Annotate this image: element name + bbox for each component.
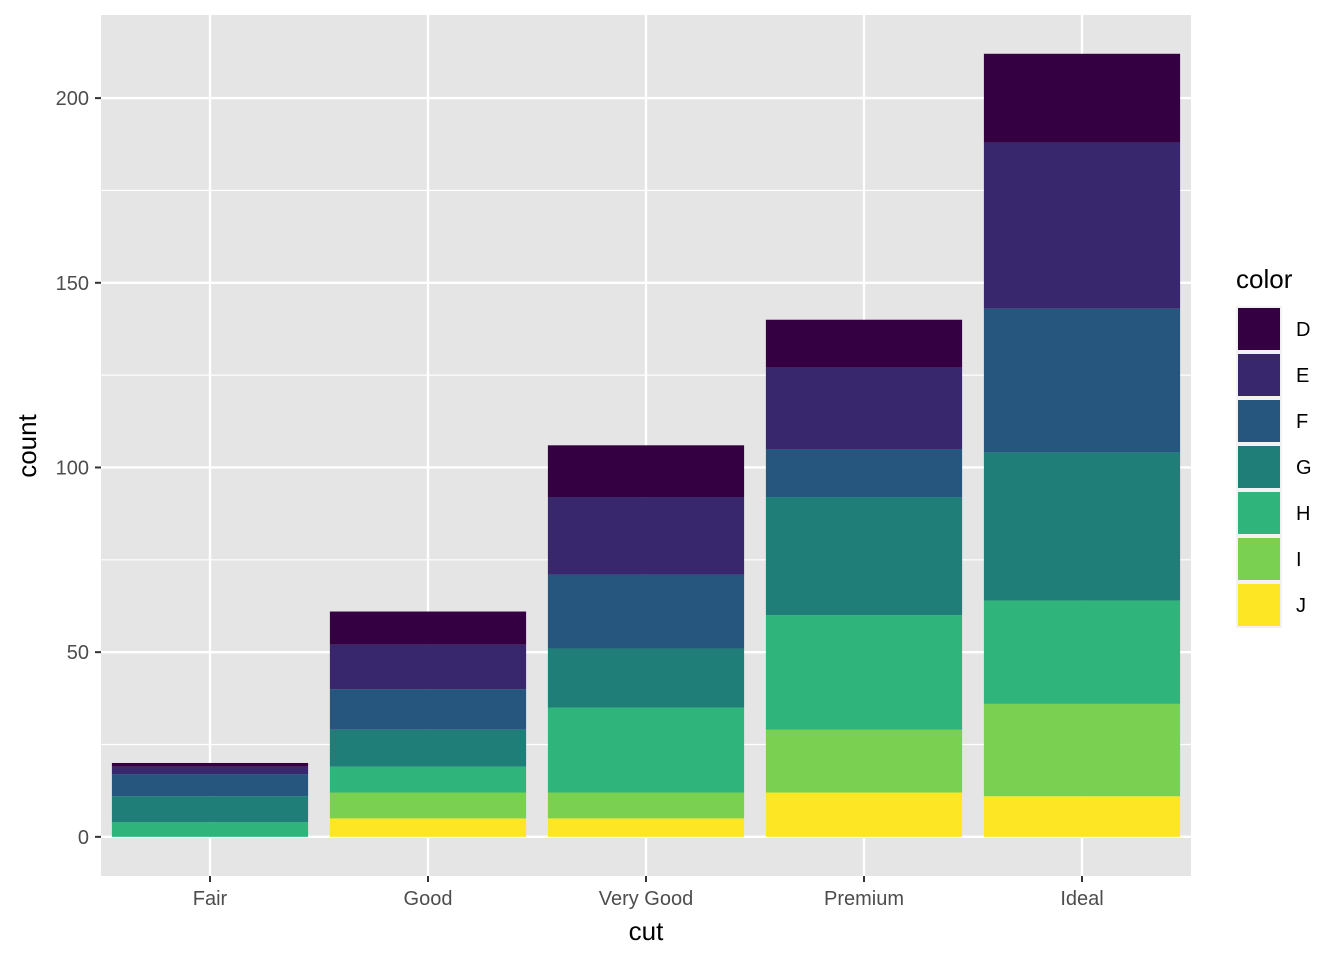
legend-label: E xyxy=(1296,365,1309,387)
legend-label: D xyxy=(1296,319,1310,341)
bar-segment-good-E xyxy=(329,644,527,690)
legend-swatch-G xyxy=(1238,446,1280,488)
x-tick-label: Very Good xyxy=(599,888,694,910)
x-tick-label: Fair xyxy=(193,888,228,910)
x-axis-title: cut xyxy=(629,916,664,946)
bar-segment-ideal-H xyxy=(983,600,1181,704)
bar-segment-premium-I xyxy=(765,729,963,793)
bar-segment-good-I xyxy=(329,792,527,819)
legend-label: F xyxy=(1296,411,1308,433)
legend: color D E F G H I J xyxy=(1236,264,1312,628)
bar-segment-good-G xyxy=(329,729,527,767)
bar-segment-premium-F xyxy=(765,449,963,498)
y-tick-label: 200 xyxy=(56,88,89,110)
legend-swatch-J xyxy=(1238,584,1280,626)
bar-segment-ideal-D xyxy=(983,53,1181,143)
bar-segment-very-good-I xyxy=(547,792,745,819)
legend-swatch-E xyxy=(1238,354,1280,396)
bar-segment-fair-F xyxy=(111,774,309,797)
bar-segment-ideal-J xyxy=(983,796,1181,837)
legend-swatch-H xyxy=(1238,492,1280,534)
bar-segment-good-H xyxy=(329,766,527,793)
bar-segment-premium-J xyxy=(765,792,963,837)
legend-label: H xyxy=(1296,503,1310,525)
legend-label: I xyxy=(1296,549,1302,571)
bar-segment-premium-G xyxy=(765,497,963,616)
bar-segment-very-good-D xyxy=(547,445,745,498)
bar-segment-very-good-E xyxy=(547,497,745,575)
bar-segment-ideal-G xyxy=(983,452,1181,601)
bar-segment-good-D xyxy=(329,611,527,645)
legend-swatch-F xyxy=(1238,400,1280,442)
bar-segment-fair-H xyxy=(111,822,309,837)
y-tick-label: 50 xyxy=(67,642,89,664)
bar-segment-very-good-G xyxy=(547,648,745,708)
y-tick-label: 0 xyxy=(78,827,89,849)
bar-segment-ideal-E xyxy=(983,142,1181,309)
x-tick-label: Premium xyxy=(824,888,904,910)
x-tick-label: Ideal xyxy=(1060,888,1103,910)
y-tick-label: 100 xyxy=(56,457,89,479)
y-axis-title: count xyxy=(12,413,42,477)
bar-segment-fair-E xyxy=(111,766,309,775)
legend-label: G xyxy=(1296,457,1312,479)
legend-swatch-D xyxy=(1238,308,1280,350)
x-tick-label: Good xyxy=(404,888,453,910)
bar-segment-very-good-J xyxy=(547,818,745,837)
legend-title: color xyxy=(1236,264,1293,294)
bar-segment-good-J xyxy=(329,818,527,837)
legend-swatch-I xyxy=(1238,538,1280,580)
bar-segment-premium-E xyxy=(765,367,963,450)
bar-segment-ideal-F xyxy=(983,308,1181,453)
bar-segment-good-F xyxy=(329,689,527,730)
bar-segment-premium-H xyxy=(765,615,963,730)
bar-segment-ideal-I xyxy=(983,703,1181,797)
bar-segment-fair-G xyxy=(111,796,309,823)
legend-label: J xyxy=(1296,595,1306,617)
bar-segment-fair-D xyxy=(111,762,309,767)
bar-segment-very-good-H xyxy=(547,707,745,793)
bar-segment-premium-D xyxy=(765,319,963,368)
bar-segment-very-good-F xyxy=(547,574,745,649)
y-tick-label: 150 xyxy=(56,273,89,295)
